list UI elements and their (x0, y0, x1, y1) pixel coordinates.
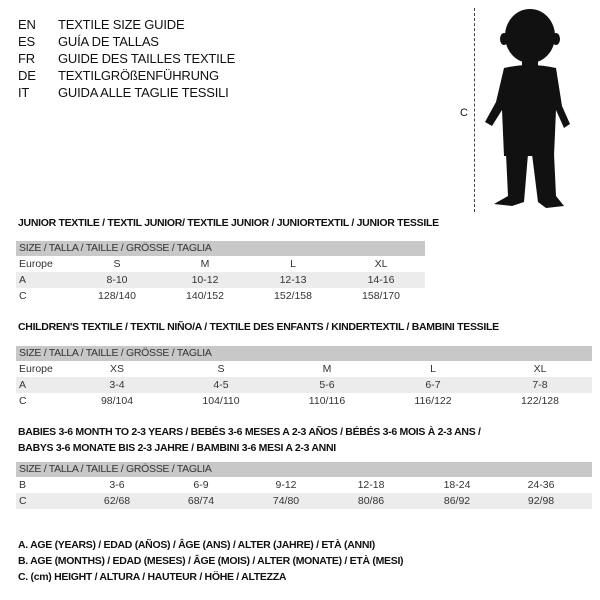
table-cell: 116/122 (414, 395, 452, 407)
table-cell: 80/86 (357, 495, 385, 507)
row-label: C (19, 395, 27, 407)
table-cell: 152/158 (274, 290, 312, 302)
row-label: C (19, 290, 27, 302)
table-row: A 8-10 10-12 12-13 14-16 (16, 272, 425, 288)
table-row: Europe S M L XL (16, 256, 425, 272)
table-row: C 128/140 140/152 152/158 158/170 (16, 288, 425, 304)
table-cell: 3-4 (109, 379, 125, 391)
row-label: Europe (19, 363, 53, 375)
table-cell: L (290, 258, 296, 270)
table-cell: 18-24 (443, 479, 471, 491)
language-code: ES (18, 34, 35, 49)
table-cell: 8-10 (106, 274, 128, 286)
table-cell: S (217, 363, 225, 375)
table-cell: 140/152 (186, 290, 224, 302)
height-dimension-line (474, 8, 475, 212)
legend-c: C. (cm) HEIGHT / ALTURA / HAUTEUR / HÖHE… (18, 571, 287, 583)
table-cell: 86/92 (443, 495, 471, 507)
table-cell: M (322, 363, 332, 375)
child-silhouette-icon (485, 9, 570, 208)
size-header: SIZE / TALLA / TAILLE / GRÖSSE / TAGLIA (16, 462, 592, 477)
table-cell: M (200, 258, 210, 270)
row-label: C (19, 495, 27, 507)
table-row: B 3-6 6-9 9-12 12-18 18-24 24-36 (16, 477, 592, 493)
children-section-title: CHILDREN'S TEXTILE / TEXTIL NIÑO/A / TEX… (18, 321, 499, 333)
table-cell: L (430, 363, 436, 375)
table-cell: 92/98 (527, 495, 555, 507)
row-label: A (19, 274, 27, 286)
table-row: C 62/68 68/74 74/80 80/86 86/92 92/98 (16, 493, 592, 509)
table-cell: 122/128 (521, 395, 559, 407)
language-code: FR (18, 51, 35, 66)
table-cell: XL (374, 258, 388, 270)
legend-a: A. AGE (YEARS) / EDAD (AÑOS) / ÂGE (ANS)… (18, 539, 375, 551)
junior-size-table: SIZE / TALLA / TAILLE / GRÖSSE / TAGLIA E… (16, 241, 425, 304)
table-cell: 110/116 (308, 395, 346, 407)
babies-section-title-1: BABIES 3-6 MONTH TO 2-3 YEARS / BEBÉS 3-… (18, 426, 481, 438)
guide-title: GUIDE DES TAILLES TEXTILE (58, 51, 236, 66)
row-label: Europe (19, 258, 53, 270)
row-label: B (19, 479, 27, 491)
table-cell: 128/140 (98, 290, 136, 302)
table-cell: 14-16 (367, 274, 395, 286)
table-cell: S (113, 258, 121, 270)
table-cell: 4-5 (213, 379, 229, 391)
language-code: DE (18, 68, 36, 83)
table-cell: 12-18 (357, 479, 385, 491)
language-code: IT (18, 85, 30, 100)
table-row: C 98/104 104/110 110/116 116/122 122/128 (16, 393, 592, 409)
table-cell: 24-36 (527, 479, 555, 491)
height-label: C (460, 107, 468, 119)
legend-b: B. AGE (MONTHS) / EDAD (MESES) / ÂGE (MO… (18, 555, 404, 567)
table-cell: XL (533, 363, 547, 375)
guide-title: GUÍA DE TALLAS (58, 34, 159, 49)
legend: A. AGE (YEARS) / EDAD (AÑOS) / ÂGE (ANS)… (18, 537, 404, 585)
babies-size-table: SIZE / TALLA / TAILLE / GRÖSSE / TAGLIA B… (16, 462, 592, 509)
babies-section-title-2: BABYS 3-6 MONATE BIS 2-3 JAHRE / BAMBINI… (18, 442, 336, 454)
table-cell: 3-6 (109, 479, 125, 491)
table-row: Europe XS S M L XL (16, 361, 592, 377)
table-cell: 98/104 (100, 395, 134, 407)
guide-title: TEXTILGRÖßENFÜHRUNG (58, 68, 219, 83)
table-cell: 7-8 (532, 379, 548, 391)
table-row: A 3-4 4-5 5-6 6-7 7-8 (16, 377, 592, 393)
guide-title: GUIDA ALLE TAGLIE TESSILI (58, 85, 229, 100)
table-cell: 12-13 (279, 274, 307, 286)
size-header: SIZE / TALLA / TAILLE / GRÖSSE / TAGLIA (16, 241, 425, 256)
table-cell: 158/170 (362, 290, 400, 302)
table-cell: 68/74 (187, 495, 215, 507)
table-cell: 62/68 (103, 495, 131, 507)
table-cell: 104/110 (202, 395, 240, 407)
language-code: EN (18, 17, 36, 32)
table-cell: 10-12 (191, 274, 219, 286)
table-cell: 74/80 (272, 495, 300, 507)
table-cell: 6-9 (193, 479, 209, 491)
table-cell: 6-7 (425, 379, 441, 391)
guide-title: TEXTILE SIZE GUIDE (58, 17, 185, 32)
junior-section-title: JUNIOR TEXTILE / TEXTIL JUNIOR/ TEXTILE … (18, 217, 439, 229)
table-cell: 9-12 (275, 479, 297, 491)
table-cell: XS (109, 363, 125, 375)
children-size-table: SIZE / TALLA / TAILLE / GRÖSSE / TAGLIA E… (16, 346, 592, 409)
table-cell: 5-6 (319, 379, 335, 391)
row-label: A (19, 379, 27, 391)
size-header: SIZE / TALLA / TAILLE / GRÖSSE / TAGLIA (16, 346, 592, 361)
